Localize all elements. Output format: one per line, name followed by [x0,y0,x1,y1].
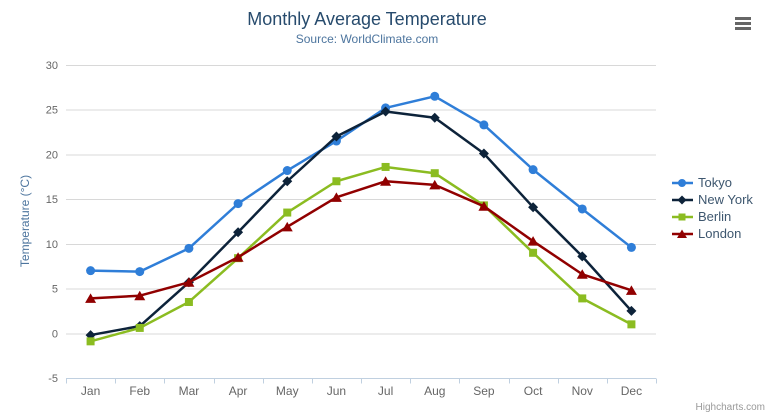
series-line-new-york[interactable] [89,110,633,337]
triangle-marker-icon[interactable] [576,269,588,279]
diamond-marker-icon[interactable] [478,148,489,159]
triangle-marker-icon[interactable] [380,176,392,186]
circle-marker-icon[interactable] [626,242,636,252]
circle-marker-icon[interactable] [430,91,440,101]
circle-marker-icon[interactable] [678,179,686,187]
diamond-marker-icon[interactable] [677,195,687,205]
square-marker-icon[interactable] [381,162,390,171]
diamond-marker-icon[interactable] [233,227,244,238]
x-tick-label: Feb [129,384,150,398]
square-marker-icon[interactable] [332,177,341,186]
triangle-marker-icon[interactable] [429,179,441,190]
legend-label: London [698,226,742,241]
series-line-london[interactable] [89,180,633,300]
square-marker-icon[interactable] [283,208,292,217]
triangle-marker-icon[interactable] [281,221,293,232]
chart-subtitle: Source: WorldClimate.com [295,32,439,46]
x-tick-label: Dec [621,384,642,398]
square-marker-icon[interactable] [529,248,538,257]
circle-marker-icon[interactable] [184,243,194,253]
legend-marker-icon [672,229,693,239]
x-tick-label: Oct [524,384,543,398]
legend-label: Tokyo [698,175,732,190]
diamond-marker-icon[interactable] [380,106,391,117]
x-tick-label: Jun [327,384,346,398]
triangle-marker-icon[interactable] [677,229,687,239]
circle-marker-icon[interactable] [86,266,96,276]
legend-marker-icon [672,179,693,187]
x-tick-label: Jul [378,384,393,398]
chart-title: Monthly Average Temperature [247,9,487,29]
triangle-marker-icon[interactable] [134,290,146,301]
circle-marker-icon[interactable] [282,166,292,176]
diamond-marker-icon[interactable] [429,112,440,123]
legend-marker-icon [672,213,693,221]
legend-label: Berlin [698,209,732,224]
legend-marker-icon [672,195,693,205]
circle-marker-icon[interactable] [233,199,243,209]
hamburger-icon [735,22,751,25]
triangle-marker-icon[interactable] [232,252,244,262]
y-tick-label: 0 [52,328,58,340]
legend-item-new-york[interactable]: New York [672,193,753,207]
square-marker-icon[interactable] [678,213,686,221]
credits-link[interactable]: Highcharts.com [695,402,765,413]
x-tick-label: May [276,384,299,398]
series-line-tokyo[interactable] [89,95,633,273]
triangle-marker-icon[interactable] [527,236,539,246]
y-tick-label: 10 [46,239,58,251]
y-tick-label: -5 [48,373,58,385]
y-tick-label: 15 [46,194,58,206]
series-tokyo[interactable] [86,91,636,277]
square-marker-icon[interactable] [627,320,636,329]
triangle-marker-icon[interactable] [478,201,490,211]
triangle-marker-icon[interactable] [183,277,195,287]
x-tick-label: Aug [424,384,445,398]
y-tick-label: 30 [46,60,58,72]
y-tick-label: 25 [46,105,58,117]
x-tick-label: Nov [572,384,593,398]
diamond-marker-icon[interactable] [331,131,342,142]
diamond-marker-icon[interactable] [528,202,539,213]
diamond-marker-icon[interactable] [282,176,293,187]
legend-item-london[interactable]: London [672,227,753,241]
square-marker-icon[interactable] [184,297,193,306]
series-london[interactable] [85,176,637,303]
square-marker-icon[interactable] [135,323,144,332]
x-axis-labels: Jan Feb Mar Apr May Jun Jul Aug Sep Oct Nov Dec [81,384,642,398]
series-new-york[interactable] [85,106,637,341]
y-axis-labels: -5 0 5 10 15 20 25 30 [46,60,58,385]
series-line-berlin[interactable] [89,165,633,343]
diamond-marker-icon[interactable] [577,251,588,262]
chart-context-menu-button[interactable] [734,16,754,34]
y-tick-label: 5 [52,284,58,296]
legend-label: New York [698,192,753,207]
triangle-marker-icon[interactable] [85,293,97,303]
square-marker-icon[interactable] [578,294,587,303]
diamond-marker-icon[interactable] [626,305,637,316]
y-gridlines [66,65,656,379]
y-tick-label: 20 [46,149,58,161]
x-tick-label: Apr [229,384,248,398]
circle-marker-icon[interactable] [479,120,489,130]
circle-marker-icon[interactable] [528,165,538,175]
circle-marker-icon[interactable] [135,267,145,277]
legend-item-tokyo[interactable]: Tokyo [672,176,753,190]
triangle-marker-icon[interactable] [330,192,342,202]
legend: Tokyo New York Berlin London [672,176,753,241]
x-axis [66,378,657,384]
square-marker-icon[interactable] [86,337,95,346]
x-tick-label: Sep [473,384,495,398]
circle-marker-icon[interactable] [577,204,587,214]
triangle-marker-icon[interactable] [625,285,637,295]
x-tick-label: Jan [81,384,100,398]
hamburger-icon [735,17,751,20]
square-marker-icon[interactable] [430,169,439,178]
legend-item-berlin[interactable]: Berlin [672,210,753,224]
hamburger-icon [735,27,751,30]
x-tick-label: Mar [179,384,200,398]
